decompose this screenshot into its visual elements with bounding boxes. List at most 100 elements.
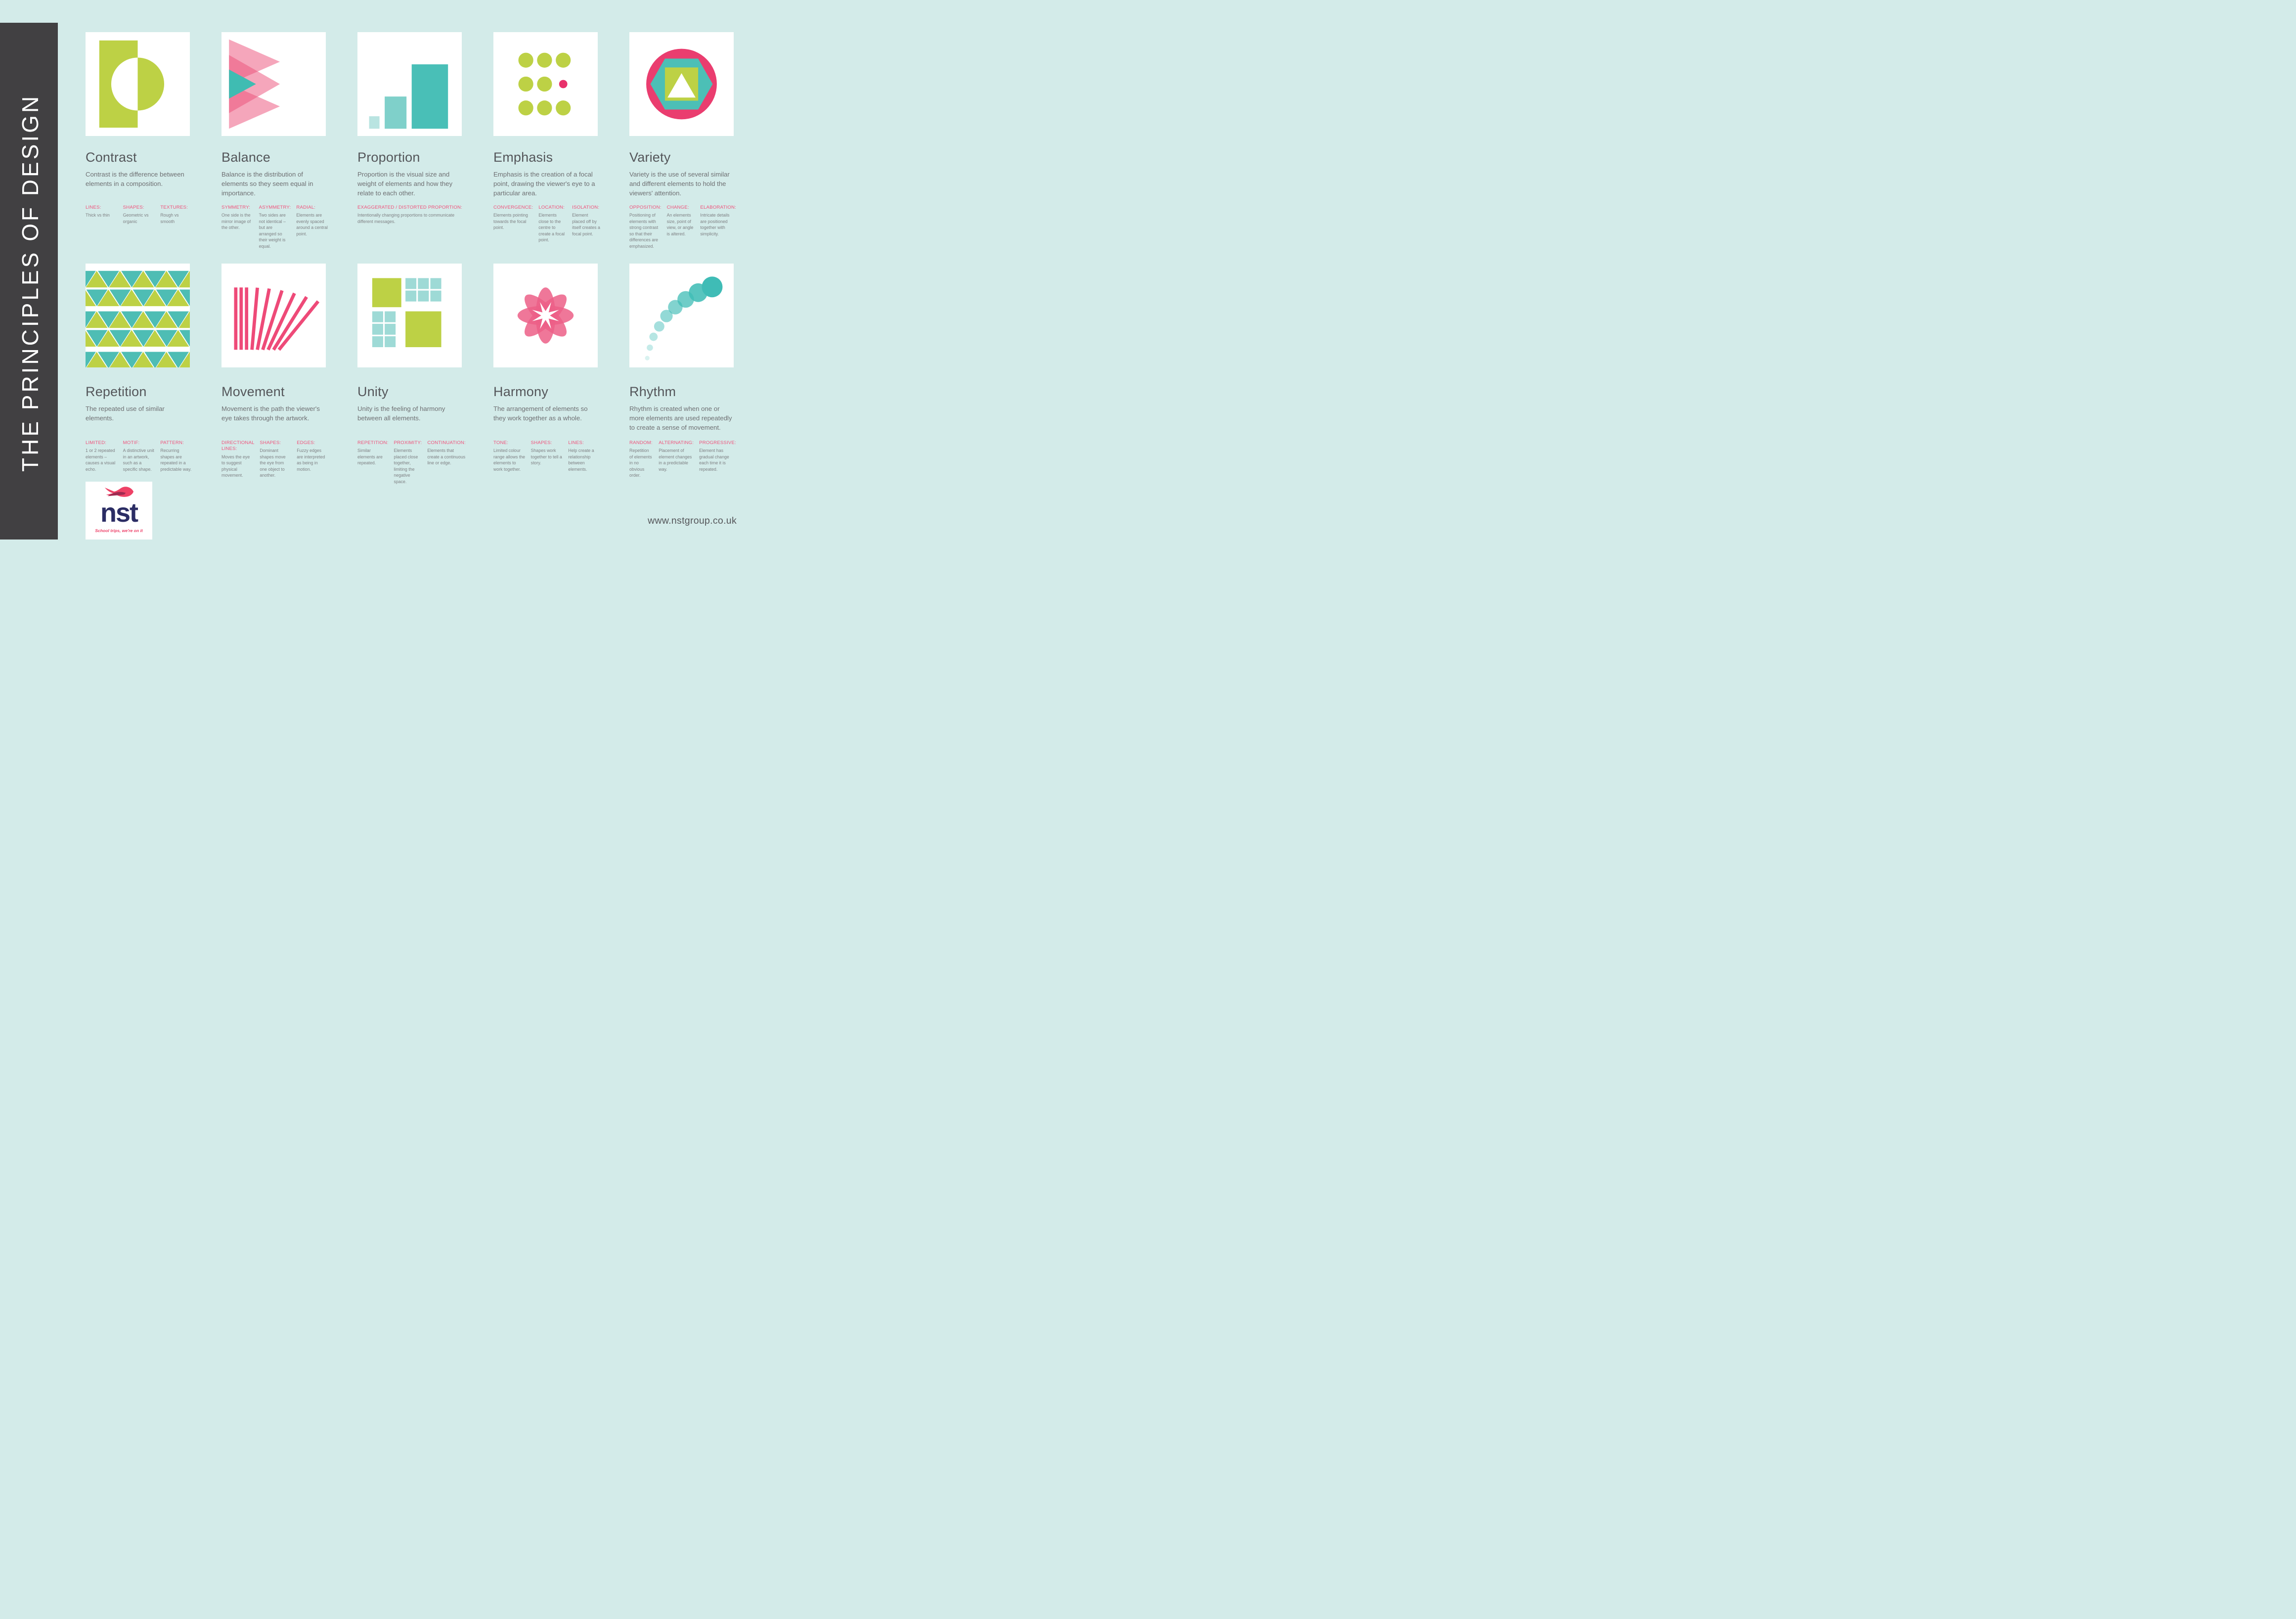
emphasis-terms: CONVERGENCE: Elements pointing towards t…: [493, 205, 600, 243]
term-label: SHAPES:: [123, 205, 144, 210]
term-label: LINES:: [568, 440, 584, 446]
principle-title: Proportion: [357, 150, 420, 165]
term-text: Element placed off by itself creates a f…: [572, 213, 600, 236]
harmony-text: Harmony The arrangement of elements so t…: [493, 384, 599, 423]
term: ELABORATION: Intricate details are posit…: [700, 205, 736, 249]
term-text: Fuzzy edges are interpreted as being in …: [297, 448, 325, 472]
contrast-illustration: [99, 40, 165, 128]
term-label: RADIAL:: [296, 205, 316, 210]
term-text: Rough vs smooth: [160, 213, 179, 224]
term-label: OPPOSITION:: [629, 205, 662, 210]
term-text: Limited colour range allows the elements…: [493, 448, 526, 472]
term-text: Intricate details are positioned togethe…: [700, 213, 730, 236]
principle-title: Contrast: [86, 150, 137, 165]
term-label: PATTERN:: [160, 440, 184, 446]
principle-description: Balance is the distribution of elements …: [221, 171, 313, 197]
rhythm-terms: RANDOM: Repetition of elements in no obv…: [629, 440, 736, 479]
principle-description: The repeated use of similar elements.: [86, 405, 165, 422]
principle-description: Movement is the path the viewer's eye ta…: [221, 405, 320, 422]
principle-title: Rhythm: [629, 384, 676, 399]
emphasis-illustration: [518, 52, 571, 116]
term-label: EDGES:: [297, 440, 315, 446]
term-label: SYMMETRY:: [221, 205, 251, 210]
variety-illustration: [646, 48, 717, 120]
term-label: CONVERGENCE:: [493, 205, 533, 210]
term: PROGRESSIVE: Element has gradual change …: [699, 440, 736, 479]
movement-card: [221, 264, 326, 367]
term-text: Moves the eye to suggest physical moveme…: [221, 454, 250, 478]
term-label: SHAPES:: [260, 440, 281, 446]
balance-card: [221, 32, 326, 136]
rhythm-card: [629, 264, 734, 367]
term: TEXTURES: Rough vs smooth: [160, 205, 192, 225]
nst-logo-card: nst School trips, we're on it: [86, 482, 152, 540]
balance-terms: SYMMETRY: One side is the mirror image o…: [221, 205, 328, 249]
term-label: SHAPES:: [530, 440, 552, 446]
term-text: Placement of element changes in a predic…: [659, 448, 692, 472]
term-text: Intentionally changing proportions to co…: [357, 213, 455, 224]
term-text: Geometric vs organic: [123, 213, 149, 224]
principle-description: Emphasis is the creation of a focal poin…: [493, 171, 595, 197]
nst-logo-tagline: School trips, we're on it: [95, 528, 143, 533]
term-text: Recurring shapes are repeated in a predi…: [160, 448, 192, 472]
proportion-illustration: [369, 64, 448, 129]
repetition-text: Repetition The repeated use of similar e…: [86, 384, 191, 423]
term: SHAPES: Geometric vs organic: [123, 205, 155, 225]
swallow-bird-icon: [105, 487, 133, 497]
principle-description: Contrast is the difference between eleme…: [86, 171, 184, 188]
contrast-terms: LINES: Thick vs thin SHAPES: Geometric v…: [86, 205, 192, 225]
term: LINES: Help create a relationship betwee…: [568, 440, 600, 472]
principle-title: Harmony: [493, 384, 548, 399]
term-label: ALTERNATING:: [659, 440, 694, 446]
term: REPETITION: Similar elements are repeate…: [357, 440, 388, 485]
poster-title: THE PRINCIPLES OF DESIGN: [17, 93, 43, 472]
principle-title: Unity: [357, 384, 389, 399]
term-text: Positioning of elements with strong cont…: [629, 213, 659, 249]
term: SYMMETRY: One side is the mirror image o…: [221, 205, 254, 249]
term-label: PROXIMITY:: [394, 440, 422, 446]
movement-text: Movement Movement is the path the viewer…: [221, 384, 327, 423]
term: CONVERGENCE: Elements pointing towards t…: [493, 205, 533, 243]
term-label: CONTINUATION:: [427, 440, 466, 446]
repetition-illustration: [86, 270, 190, 367]
term-text: Element has gradual change each time it …: [699, 448, 729, 472]
unity-text: Unity Unity is the feeling of harmony be…: [357, 384, 463, 423]
term-text: 1 or 2 repeated elements – causes a visu…: [86, 448, 116, 472]
term: LOCATION: Elements close to the centre t…: [538, 205, 567, 243]
term-label: REPETITION:: [357, 440, 389, 446]
term: ASYMMETRY: Two sides are not identical –…: [259, 205, 291, 249]
balance-text: Balance Balance is the distribution of e…: [221, 150, 327, 198]
term-text: Shapes work together to tell a story.: [530, 448, 562, 466]
term-label: MOTIF:: [123, 440, 140, 446]
term: ALTERNATING: Placement of element change…: [659, 440, 694, 479]
term-text: An elements size, point of view, or angl…: [666, 213, 694, 236]
contrast-card: [86, 32, 190, 136]
term: OPPOSITION: Positioning of elements with…: [629, 205, 662, 249]
variety-card: [629, 32, 734, 136]
term: TONE: Limited colour range allows the el…: [493, 440, 526, 472]
repetition-card: [86, 264, 190, 367]
balance-illustration: [229, 39, 280, 129]
term-label: ISOLATION:: [572, 205, 600, 210]
term-label: ASYMMETRY:: [259, 205, 291, 210]
proportion-terms: EXAGGERATED / DISTORTED PROPORTION: Inte…: [357, 205, 464, 225]
term: EXAGGERATED / DISTORTED PROPORTION: Inte…: [357, 205, 464, 225]
term-label: ELABORATION:: [700, 205, 736, 210]
term: PATTERN: Recurring shapes are repeated i…: [160, 440, 192, 472]
principle-description: Proportion is the visual size and weight…: [357, 171, 453, 197]
repetition-terms: LIMITED: 1 or 2 repeated elements – caus…: [86, 440, 192, 472]
principle-description: Rhythm is created when one or more eleme…: [629, 405, 732, 432]
term-text: Dominant shapes move the eye from one ob…: [260, 448, 286, 478]
term: SHAPES: Shapes work together to tell a s…: [531, 440, 563, 472]
principle-title: Variety: [629, 150, 671, 165]
term-text: One side is the mirror image of the othe…: [221, 213, 251, 230]
term: DIRECTIONAL LINES: Moves the eye to sugg…: [221, 440, 254, 479]
term-label: TONE:: [493, 440, 509, 446]
unity-card: [357, 264, 462, 367]
unity-terms: REPETITION: Similar elements are repeate…: [357, 440, 466, 485]
harmony-terms: TONE: Limited colour range allows the el…: [493, 440, 600, 472]
principle-title: Movement: [221, 384, 285, 399]
sidebar: THE PRINCIPLES OF DESIGN: [0, 23, 58, 540]
harmony-illustration: [517, 287, 574, 344]
term: CHANGE: An elements size, point of view,…: [667, 205, 695, 249]
